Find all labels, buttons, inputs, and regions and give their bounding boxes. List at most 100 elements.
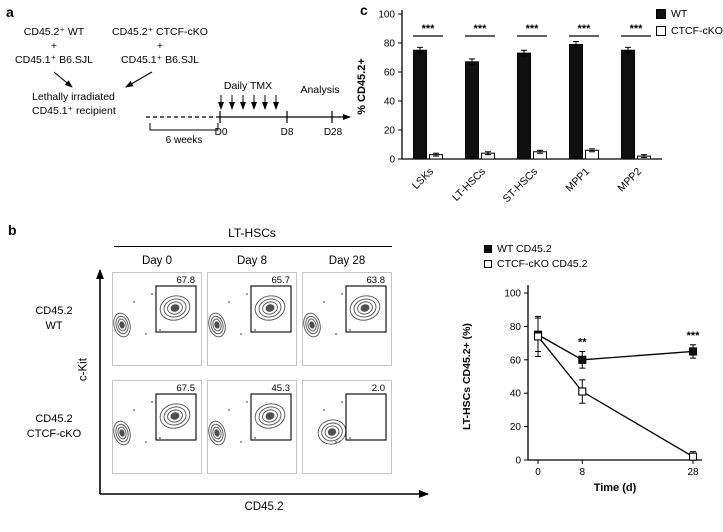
row-label-cko: CD45.2 CTCF-cKO bbox=[8, 412, 100, 441]
svg-text:63.8: 63.8 bbox=[367, 275, 386, 286]
svg-text:0: 0 bbox=[389, 155, 395, 166]
donor-wt-block: CD45.2⁺ WT + CD45.1⁺ B6.SJL bbox=[2, 26, 106, 68]
donor-wt-plus: + bbox=[50, 39, 58, 52]
donor-cko-plus: + bbox=[156, 39, 164, 52]
donor-wt-arrow bbox=[53, 71, 73, 88]
flow-plot-wt-day28: 63.8 bbox=[302, 272, 392, 366]
svg-text:28: 28 bbox=[687, 467, 699, 478]
svg-text:67.5: 67.5 bbox=[177, 383, 196, 394]
row-label-wt-line2: WT bbox=[45, 319, 63, 332]
svg-text:0: 0 bbox=[535, 467, 541, 478]
donor-cko-arrow bbox=[125, 71, 153, 88]
flow-plot-cko-day8: 45.3 bbox=[207, 380, 297, 474]
svg-text:LT-HSCs CD45.2+ (%): LT-HSCs CD45.2+ (%) bbox=[461, 323, 473, 430]
svg-text:***: *** bbox=[687, 330, 701, 342]
legend-cko-line-label: CTCF-cKO CD45.2 bbox=[497, 258, 588, 270]
legend-wt-label: WT bbox=[671, 8, 688, 20]
cko-open-square-icon bbox=[484, 260, 492, 268]
svg-text:20: 20 bbox=[384, 126, 396, 137]
donor-cko-line1: CD45.2⁺ CTCF-cKO bbox=[112, 26, 208, 38]
legend-cko-label: CTCF-cKO bbox=[671, 25, 723, 37]
bar-chart-legend: WT CTCF-cKO bbox=[656, 8, 723, 42]
wt-filled-square-icon bbox=[656, 9, 666, 19]
flow-cytometry-svg: 67.8 bbox=[112, 272, 202, 366]
recipient-line2: CD45.1⁺ recipient bbox=[32, 104, 116, 117]
duration-bracket bbox=[149, 123, 219, 131]
flow-cytometry-svg: 45.3 bbox=[207, 380, 297, 474]
donor-wt-line2: CD45.1⁺ B6.SJL bbox=[15, 53, 93, 66]
donor-wt-line1: CD45.2⁺ WT bbox=[23, 26, 85, 38]
flow-x-axis-label: CD45.2 bbox=[244, 501, 284, 513]
panel-b-label: b bbox=[8, 222, 17, 238]
col-header-day28: Day 28 bbox=[328, 255, 366, 267]
flow-cytometry-svg: 67.5 bbox=[112, 380, 202, 474]
recipient-block: Lethally irradiated CD45.1⁺ recipient bbox=[32, 91, 152, 119]
row-label-cko-line2: CTCF-cKO bbox=[26, 427, 82, 440]
flow-plot-wt-day8: 65.7 bbox=[207, 272, 297, 366]
svg-text:% CD45.2+: % CD45.2+ bbox=[356, 58, 368, 115]
cko-open-square-icon bbox=[656, 26, 666, 36]
svg-text:Time (d): Time (d) bbox=[594, 482, 637, 494]
svg-text:***: *** bbox=[578, 23, 592, 35]
svg-text:45.3: 45.3 bbox=[272, 383, 291, 394]
flow-title-rule bbox=[114, 246, 392, 247]
col-header-day8: Day 8 bbox=[236, 255, 268, 267]
svg-text:40: 40 bbox=[384, 97, 396, 108]
legend-item-wt-line: WT CD45.2 bbox=[484, 243, 587, 255]
legend-item-cko: CTCF-cKO bbox=[656, 25, 723, 37]
svg-text:20: 20 bbox=[510, 422, 522, 433]
row-label-wt: CD45.2 WT bbox=[8, 304, 100, 333]
svg-text:***: *** bbox=[526, 23, 540, 35]
svg-text:***: *** bbox=[630, 23, 644, 35]
flow-cytometry-svg: 2.0 bbox=[302, 380, 392, 474]
svg-text:LSKs: LSKs bbox=[410, 166, 436, 192]
donor-cko-line2: CD45.1⁺ B6.SJL bbox=[121, 53, 199, 66]
treatment-label: Daily TMX bbox=[223, 80, 273, 92]
legend-wt-line-label: WT CD45.2 bbox=[497, 243, 552, 255]
panel-a-label: a bbox=[6, 4, 14, 20]
legend-item-cko-line: CTCF-cKO CD45.2 bbox=[484, 258, 587, 270]
donor-cko-block: CD45.2⁺ CTCF-cKO + CD45.1⁺ B6.SJL bbox=[100, 26, 220, 68]
line-chart: 0 20 40 60 80 100 LT-HSCs CD45.2+ (%) 0 8 28 Time … bbox=[461, 285, 702, 494]
flow-axes bbox=[96, 269, 429, 498]
wt-filled-square-icon bbox=[484, 245, 492, 253]
row-label-wt-line1: CD45.2 bbox=[35, 305, 73, 317]
bar-chart: 0 20 40 60 80 100 % CD45.2+ *** LSKs *** LT-HSCs **… bbox=[356, 10, 662, 205]
timeline-graphic bbox=[53, 71, 351, 131]
svg-text:60: 60 bbox=[384, 68, 396, 79]
svg-text:60: 60 bbox=[510, 355, 522, 366]
svg-text:ST-HSCs: ST-HSCs bbox=[501, 166, 540, 205]
panel-c-label: c bbox=[360, 2, 368, 18]
flow-cytometry-svg: 65.7 bbox=[207, 272, 297, 366]
timepoint-d0: D0 bbox=[214, 127, 228, 138]
svg-text:2.0: 2.0 bbox=[372, 383, 385, 394]
svg-text:80: 80 bbox=[510, 322, 522, 333]
flow-y-axis-label: c-Kit bbox=[77, 358, 90, 382]
svg-text:MPP1: MPP1 bbox=[563, 166, 592, 195]
duration-label: 6 weeks bbox=[165, 135, 203, 146]
svg-text:8: 8 bbox=[580, 467, 586, 478]
recipient-line1: Lethally irradiated bbox=[32, 91, 115, 103]
legend-item-wt: WT bbox=[656, 8, 723, 20]
svg-text:MPP2: MPP2 bbox=[615, 166, 644, 195]
svg-text:80: 80 bbox=[384, 39, 396, 50]
timepoint-d8: D8 bbox=[280, 127, 294, 138]
svg-text:***: *** bbox=[474, 23, 488, 35]
svg-text:0: 0 bbox=[515, 456, 521, 467]
row-label-cko-line1: CD45.2 bbox=[35, 413, 73, 425]
timepoint-d28: D28 bbox=[323, 127, 343, 138]
svg-text:65.7: 65.7 bbox=[272, 275, 291, 286]
col-header-day0: Day 0 bbox=[141, 255, 173, 267]
flow-plot-wt-day0: 67.8 bbox=[112, 272, 202, 366]
svg-text:40: 40 bbox=[510, 389, 522, 400]
svg-text:67.8: 67.8 bbox=[177, 275, 196, 286]
flow-plot-cko-day28: 2.0 bbox=[302, 380, 392, 474]
svg-text:100: 100 bbox=[378, 10, 395, 21]
svg-text:***: *** bbox=[422, 23, 436, 35]
analysis-label: Analysis bbox=[300, 84, 340, 96]
flow-plot-cko-day0: 67.5 bbox=[112, 380, 202, 474]
flow-title: LT-HSCs bbox=[228, 226, 276, 240]
svg-text:100: 100 bbox=[504, 289, 521, 300]
line-chart-legend: WT CD45.2 CTCF-cKO CD45.2 bbox=[484, 243, 587, 275]
